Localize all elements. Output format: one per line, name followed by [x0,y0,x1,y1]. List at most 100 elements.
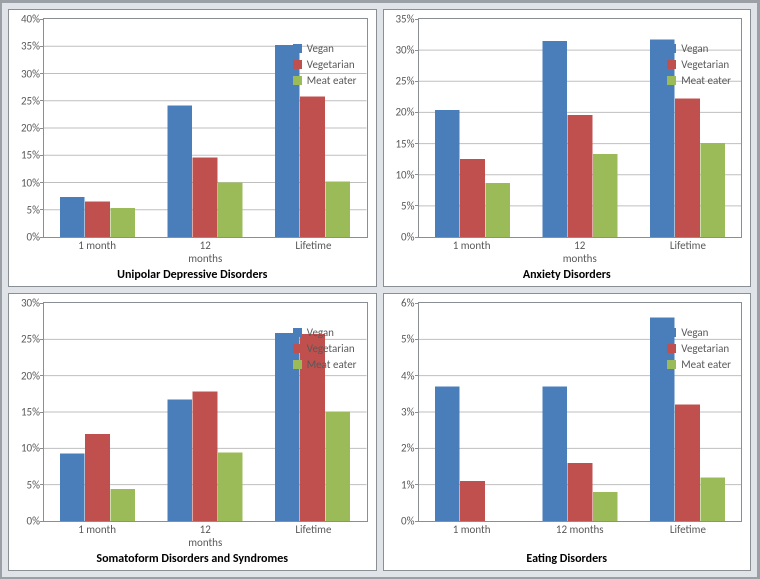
bar [567,115,592,237]
legend-item: Meat eater [293,74,357,87]
panel-title: Eating Disorders [388,550,747,568]
legend-swatch [293,76,302,85]
bar [435,387,460,521]
legend-swatch [667,344,676,353]
bar [110,489,135,521]
legend-item: Meat eater [293,358,357,371]
plot-row: 0%5%10%15%20%25%30%35%VeganVegetarianMea… [388,14,747,238]
bar [700,143,725,237]
x-tick-label: Lifetime [259,522,367,550]
x-tick-label: Lifetime [259,238,367,266]
bar [567,463,592,521]
legend-item: Vegan [293,326,357,339]
legend-label: Vegan [681,42,708,55]
x-tick-label: 12months [151,522,259,550]
legend-label: Meat eater [307,74,357,87]
bar [542,387,567,521]
bar [485,183,510,237]
legend-label: Vegan [681,326,708,339]
x-tick-label: 1 month [43,522,151,550]
plot-area: 0%1%2%3%4%5%6%VeganVegetarianMeat eater [418,302,743,522]
panel-eating: 0%1%2%3%4%5%6%VeganVegetarianMeat eater1… [383,293,752,571]
x-tick-label: Lifetime [634,522,742,550]
x-axis-labels: 1 month12 monthsLifetime [418,522,743,550]
bar [60,197,85,237]
legend-item: Meat eater [667,74,731,87]
x-tick-label: Lifetime [634,238,742,266]
legend-item: Vegan [667,326,731,339]
x-tick-label: 12months [151,238,259,266]
legend-swatch [293,344,302,353]
panel-title: Somatoform Disorders and Syndromes [13,550,372,568]
bar [592,154,617,237]
legend-swatch [667,60,676,69]
bar [300,96,325,237]
plot-area: 0%5%10%15%20%25%30%35%VeganVegetarianMea… [418,18,743,238]
legend-swatch [667,328,676,337]
bar [193,157,218,237]
legend-swatch [667,44,676,53]
legend-label: Meat eater [681,358,731,371]
bar [460,159,485,237]
bar [218,453,243,521]
legend-swatch [667,360,676,369]
panel-title: Unipolar Depressive Disorders [13,266,372,284]
bar [460,481,485,521]
legend: Vegan Vegetarian Meat eater [667,39,731,90]
chart-grid-frame: 0%5%10%15%20%25%30%35%40%VeganVegetarian… [0,0,760,579]
x-axis-labels: 1 month12monthsLifetime [418,238,743,266]
legend-label: Vegan [307,326,334,339]
legend-item: Vegetarian [293,342,357,355]
bar [168,400,193,521]
bar [542,41,567,237]
legend-label: Vegan [307,42,334,55]
x-axis-labels: 1 month12monthsLifetime [43,238,368,266]
legend: Vegan Vegetarian Meat eater [293,39,357,90]
legend-label: Vegetarian [307,342,355,355]
legend-item: Vegan [293,42,357,55]
bar [700,477,725,521]
bar [60,453,85,521]
legend-swatch [293,328,302,337]
legend-label: Meat eater [307,358,357,371]
x-tick-label: 1 month [418,522,526,550]
legend-label: Vegetarian [307,58,355,71]
x-tick-label: 12months [526,238,634,266]
legend-label: Meat eater [681,74,731,87]
plot-row: 0%1%2%3%4%5%6%VeganVegetarianMeat eater [388,298,747,522]
bar [592,492,617,521]
legend-label: Vegetarian [681,58,729,71]
legend-item: Meat eater [667,358,731,371]
bar [85,434,110,521]
x-tick-label: 1 month [43,238,151,266]
legend-swatch [667,76,676,85]
bar [168,106,193,237]
x-tick-label: 12 months [526,522,634,550]
panel-depressive: 0%5%10%15%20%25%30%35%40%VeganVegetarian… [8,9,377,287]
legend: Vegan Vegetarian Meat eater [293,323,357,374]
x-tick-label: 1 month [418,238,526,266]
plot-row: 0%5%10%15%20%25%30%35%40%VeganVegetarian… [13,14,372,238]
legend-item: Vegan [667,42,731,55]
legend-item: Vegetarian [293,58,357,71]
legend: Vegan Vegetarian Meat eater [667,323,731,374]
bar [218,183,243,238]
legend-item: Vegetarian [667,342,731,355]
bar [85,202,110,237]
bar [675,405,700,521]
bar [110,208,135,237]
plot-area: 0%5%10%15%20%25%30%35%40%VeganVegetarian… [43,18,368,238]
panel-anxiety: 0%5%10%15%20%25%30%35%VeganVegetarianMea… [383,9,752,287]
panel-somatoform: 0%5%10%15%20%25%30%VeganVegetarianMeat e… [8,293,377,571]
bar [325,411,350,521]
panel-title: Anxiety Disorders [388,266,747,284]
plot-area: 0%5%10%15%20%25%30%VeganVegetarianMeat e… [43,302,368,522]
bar [325,181,350,237]
x-axis-labels: 1 month12monthsLifetime [43,522,368,550]
legend-swatch [293,360,302,369]
bar [193,392,218,521]
bar [435,110,460,237]
bar [675,99,700,237]
legend-item: Vegetarian [667,58,731,71]
legend-label: Vegetarian [681,342,729,355]
